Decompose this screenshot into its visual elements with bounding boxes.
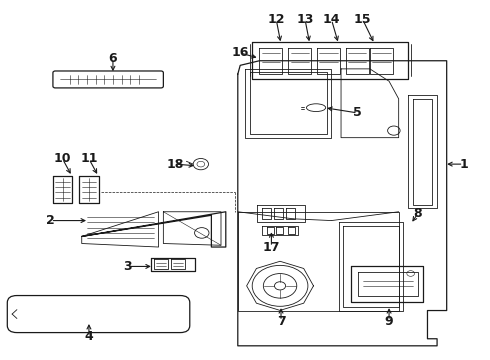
Text: 11: 11 — [80, 152, 98, 165]
Text: 16: 16 — [231, 46, 249, 59]
Text: 7: 7 — [277, 315, 285, 328]
Text: 18: 18 — [167, 158, 184, 171]
Text: 3: 3 — [123, 260, 132, 273]
Text: 8: 8 — [414, 207, 422, 220]
Text: 15: 15 — [354, 13, 371, 26]
Text: 2: 2 — [46, 214, 55, 227]
Text: 10: 10 — [54, 152, 71, 165]
Text: 17: 17 — [263, 240, 280, 253]
Text: 5: 5 — [353, 107, 362, 120]
Text: 1: 1 — [459, 158, 468, 171]
Text: 12: 12 — [268, 13, 285, 26]
Text: 4: 4 — [85, 330, 93, 343]
Text: 9: 9 — [385, 315, 393, 328]
Text: 13: 13 — [296, 13, 314, 26]
Text: 6: 6 — [109, 52, 117, 65]
Text: 14: 14 — [323, 13, 340, 26]
